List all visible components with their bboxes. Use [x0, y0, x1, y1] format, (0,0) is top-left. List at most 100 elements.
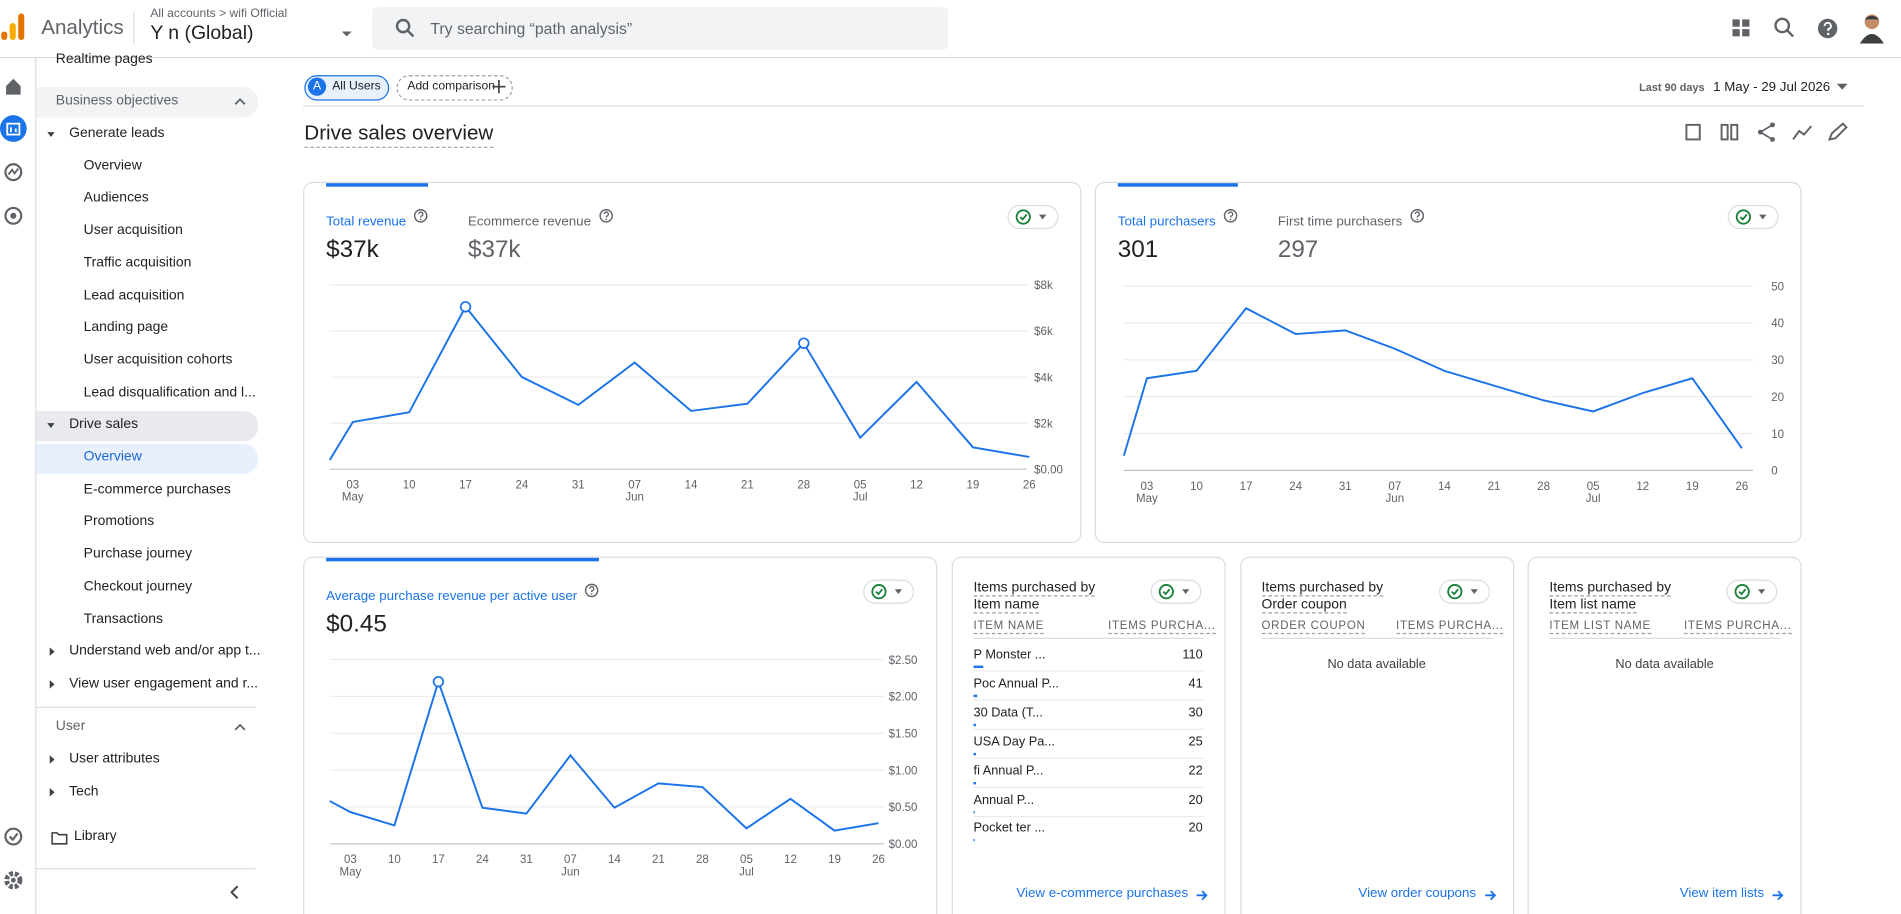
metric-tab[interactable]: Total revenue $37k [326, 183, 429, 264]
report-link[interactable]: Lead acquisition [83, 287, 185, 303]
metric-tab[interactable]: Total purchasers 301 [1117, 183, 1238, 264]
report-group[interactable]: Tech [69, 784, 99, 799]
report-link[interactable]: Checkout journey [83, 579, 193, 594]
x-tick-label: 05 [740, 854, 753, 866]
report-link[interactable]: Promotions [83, 514, 155, 530]
report-group[interactable]: User attributes [69, 751, 160, 767]
add-comparison[interactable] [396, 75, 513, 101]
section-header[interactable]: Business objectives [55, 93, 179, 108]
caret-shape [47, 423, 55, 429]
property-selector[interactable]: Y n (Global) [150, 23, 254, 44]
report-link[interactable]: Overview [83, 158, 142, 173]
x-month-label: Jun [625, 492, 644, 504]
sidebar-divider [36, 706, 256, 709]
item-count: 20 [1188, 821, 1203, 836]
folder-shape [51, 832, 68, 845]
reports-icon[interactable] [0, 114, 29, 143]
metric-tab[interactable]: First time purchasers 297 [1278, 183, 1424, 264]
data-line [329, 678, 879, 832]
help-icon[interactable] [1817, 18, 1838, 39]
metric-value: $37k [326, 236, 379, 264]
help-ring [413, 209, 428, 223]
advertising-icon[interactable] [4, 206, 23, 225]
caret-shape [49, 755, 55, 764]
arrow-shape [1772, 890, 1784, 901]
report-group[interactable]: View user engagement and r... [69, 676, 258, 691]
help-dot [1416, 218, 1418, 221]
apps-icon[interactable] [1731, 18, 1750, 37]
report-link[interactable]: Landing page [83, 320, 169, 335]
report-link[interactable]: Traffic acquisition [83, 255, 192, 271]
home-icon[interactable] [4, 76, 23, 95]
report-link[interactable]: Transactions [83, 611, 163, 627]
row-rule [973, 670, 1204, 672]
comparison-status[interactable] [1727, 204, 1779, 230]
product-name: Analytics [41, 15, 124, 39]
explore-icon[interactable] [4, 162, 23, 182]
title-actions[interactable] [1683, 121, 1853, 143]
comparison-status[interactable] [1726, 579, 1778, 604]
report-group[interactable]: Understand web and/or app t... [69, 643, 261, 659]
library-link[interactable]: Library [73, 829, 117, 844]
y-tick-label: $2.00 [889, 692, 918, 704]
column-header: ORDER COUPON [1261, 619, 1366, 635]
item-name: Poc Annual P... [973, 676, 1059, 691]
report-link[interactable]: Audiences [83, 190, 149, 206]
x-tick-label: 24 [1289, 481, 1302, 493]
expand-caret [47, 423, 55, 429]
value-bar [973, 752, 976, 755]
value-bar [973, 839, 976, 842]
arrow-shape [1484, 890, 1496, 901]
search-icon [395, 18, 415, 38]
section-header[interactable]: User [55, 718, 86, 734]
report-link[interactable]: User acquisition [83, 223, 183, 238]
metric-tab[interactable]: Ecommerce revenue $37k [468, 183, 613, 264]
item-name: Pocket ter ... [973, 821, 1046, 836]
date-range[interactable]: 1 May - 29 Jul 2026 [1713, 80, 1831, 95]
insights-icon[interactable] [1774, 17, 1796, 39]
value-bar [973, 723, 977, 726]
admin-icon[interactable] [4, 870, 23, 890]
comparison-status[interactable] [1007, 204, 1059, 230]
report-group[interactable]: Generate leads [69, 126, 165, 141]
empty-state: No data available [1615, 657, 1714, 672]
sidebar-item[interactable]: Realtime pages [55, 52, 153, 67]
comparison-status[interactable] [863, 579, 915, 604]
search-box[interactable] [372, 7, 949, 50]
avatar[interactable] [1857, 12, 1886, 44]
check-caret [1757, 589, 1766, 595]
report-group[interactable]: Drive sales [69, 417, 139, 432]
view-link[interactable]: View e-commerce purchases [1016, 886, 1189, 901]
configure-icon[interactable] [4, 827, 23, 846]
comparison-status[interactable] [1438, 579, 1490, 604]
y-tick-label: $2k [1034, 418, 1053, 430]
report-link[interactable]: Purchase journey [83, 546, 193, 562]
x-tick-label: 28 [696, 854, 709, 866]
x-tick-label: 17 [1240, 481, 1253, 493]
add-comparison-label: Add comparison [407, 80, 495, 94]
x-tick-label: 24 [516, 480, 529, 492]
header-rule [973, 637, 1204, 639]
report-link[interactable]: User acquisition cohorts [83, 352, 233, 368]
report-link[interactable]: Overview [83, 449, 142, 465]
table-card: Items purchased by Order coupon ORDER COUP… [1239, 556, 1514, 914]
metric-tab[interactable]: Average purchase revenue per active user… [326, 557, 600, 639]
report-link[interactable]: Lead disqualification and l... [83, 385, 256, 400]
view-link[interactable]: View order coupons [1358, 886, 1477, 901]
view-link[interactable]: View item lists [1679, 886, 1764, 901]
help-wrap [1216, 209, 1238, 226]
value-bar [973, 781, 976, 784]
account-path[interactable]: All accounts > wifi Official [150, 7, 288, 21]
help-glyph [1414, 211, 1420, 218]
comparison-status[interactable] [1150, 579, 1202, 604]
check-icon [1446, 584, 1478, 600]
help-wrap [577, 583, 599, 601]
help-icon [413, 209, 428, 223]
collapse-chevron [234, 98, 246, 105]
x-tick-label: 12 [910, 480, 923, 492]
y-tick-label: 20 [1771, 392, 1784, 404]
x-tick-label: 28 [797, 480, 810, 492]
report-link[interactable]: E-commerce purchases [83, 482, 231, 497]
